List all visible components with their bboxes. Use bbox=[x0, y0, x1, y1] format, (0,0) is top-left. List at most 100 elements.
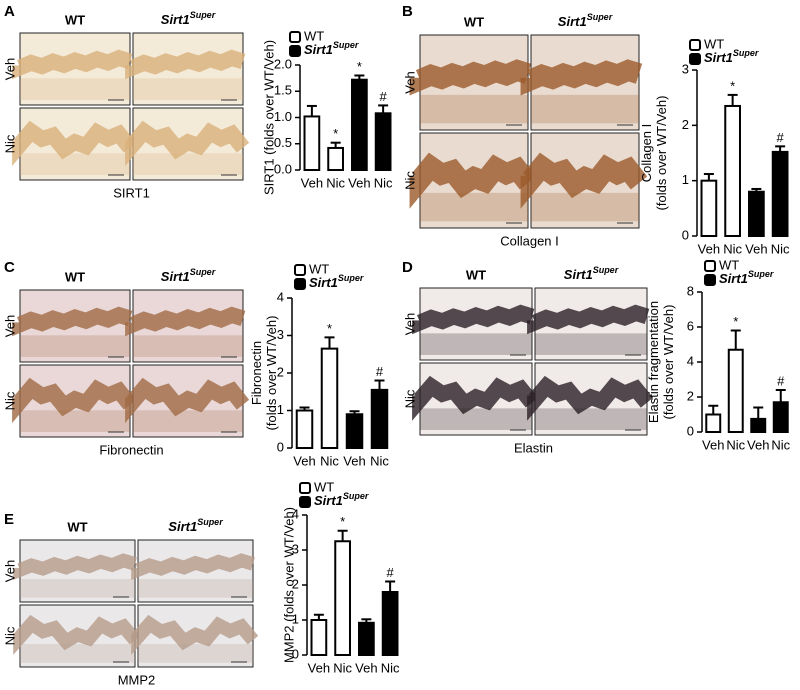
column-label: WT bbox=[65, 12, 85, 27]
row-label: Nic bbox=[402, 171, 417, 190]
legend-label-superscript: Super bbox=[733, 48, 759, 58]
y-tick-label: 0 bbox=[277, 439, 284, 454]
lumen-stain bbox=[133, 78, 243, 100]
lumen-stain bbox=[133, 410, 243, 432]
bar bbox=[320, 347, 339, 449]
bar bbox=[748, 190, 765, 238]
tissue-layer bbox=[412, 304, 535, 335]
bar bbox=[705, 413, 722, 433]
significance-mark: # bbox=[380, 89, 388, 104]
lumen-stain bbox=[535, 408, 647, 430]
legend-label-superscript: Super bbox=[333, 40, 359, 50]
lumen-stain bbox=[420, 94, 528, 124]
legend-label-superscript: Super bbox=[748, 269, 774, 279]
legend-label-base: Sirt1 bbox=[309, 275, 338, 290]
legend-label: Sirt1Super bbox=[704, 48, 759, 65]
x-tick-label: Veh bbox=[698, 241, 720, 256]
column-label: Sirt1Super bbox=[558, 12, 613, 29]
legend-label: Sirt1Super bbox=[314, 491, 369, 508]
x-tick-label: Nic bbox=[333, 660, 352, 675]
column-label-superscript: Super bbox=[197, 517, 223, 527]
legend-swatch bbox=[289, 31, 301, 43]
tissue-layer bbox=[125, 120, 250, 167]
column-label-base: Sirt1 bbox=[168, 519, 197, 534]
y-axis-label: (folds over WT/Veh) bbox=[661, 305, 676, 420]
lumen-stain bbox=[20, 78, 130, 100]
y-axis-label: (folds over WT/Veh) bbox=[264, 316, 279, 431]
x-tick-label: Veh bbox=[745, 241, 767, 256]
tissue-layer bbox=[412, 375, 539, 421]
bar bbox=[381, 591, 399, 656]
x-tick-label: Veh bbox=[702, 437, 724, 452]
y-tick-label: 4 bbox=[277, 289, 284, 304]
lumen-stain bbox=[20, 410, 130, 432]
lumen-stain bbox=[20, 153, 130, 175]
column-label-superscript: Super bbox=[593, 265, 619, 275]
column-label: Sirt1Super bbox=[564, 265, 619, 282]
column-label: Sirt1Super bbox=[168, 517, 223, 534]
legend-swatch bbox=[294, 278, 306, 290]
y-axis-label: (folds over WT/Veh) bbox=[654, 96, 669, 211]
bar bbox=[772, 401, 789, 433]
y-tick-label: 2 bbox=[292, 576, 299, 591]
legend-swatch bbox=[689, 53, 701, 65]
legend-swatch bbox=[294, 264, 306, 276]
tissue-layer bbox=[12, 49, 133, 80]
tissue-layer bbox=[527, 304, 650, 335]
significance-mark: # bbox=[777, 130, 785, 145]
significance-mark: * bbox=[733, 314, 738, 329]
row-label: Nic bbox=[402, 389, 417, 408]
bar bbox=[700, 179, 718, 238]
legend-label-base: Sirt1 bbox=[704, 50, 733, 65]
x-tick-label: Veh bbox=[293, 453, 315, 468]
column-label: Sirt1Super bbox=[161, 267, 216, 284]
legend-label-base: Sirt1 bbox=[719, 271, 748, 286]
y-tick-label: 3 bbox=[292, 541, 299, 556]
y-tick-label: 0 bbox=[682, 227, 689, 242]
lumen-stain bbox=[535, 333, 647, 355]
x-tick-label: Nic bbox=[374, 175, 393, 190]
row-label: Nic bbox=[2, 391, 17, 410]
x-tick-label: Nic bbox=[370, 453, 389, 468]
panel-letter: E bbox=[4, 511, 14, 528]
y-axis-label: SIRT1 (folds over WT/Veh) bbox=[261, 40, 276, 195]
column-label-base: Sirt1 bbox=[558, 14, 587, 29]
legend-label-superscript: Super bbox=[338, 273, 364, 283]
stain-label: MMP2 bbox=[118, 672, 156, 687]
significance-mark: * bbox=[340, 514, 345, 529]
bar bbox=[303, 115, 321, 171]
x-tick-label: Veh bbox=[301, 175, 323, 190]
legend-label-base: Sirt1 bbox=[304, 42, 333, 57]
panel-letter: A bbox=[4, 3, 15, 20]
x-tick-label: Nic bbox=[723, 241, 742, 256]
legend-label: WT bbox=[304, 28, 324, 43]
x-tick-label: Nic bbox=[771, 437, 790, 452]
stain-label: Elastin bbox=[514, 440, 553, 455]
column-label: WT bbox=[464, 14, 484, 29]
lumen-stain bbox=[20, 335, 130, 357]
lumen-stain bbox=[531, 94, 639, 124]
column-label-base: Sirt1 bbox=[161, 269, 190, 284]
y-tick-label: 4 bbox=[292, 506, 299, 521]
legend-label: WT bbox=[309, 261, 329, 276]
lumen-stain bbox=[420, 408, 532, 430]
column-label-base: Sirt1 bbox=[161, 12, 190, 27]
y-tick-label: 3 bbox=[277, 327, 284, 342]
bar bbox=[358, 621, 375, 656]
legend-label: Sirt1Super bbox=[309, 273, 364, 290]
tissue-layer bbox=[131, 614, 259, 655]
legend-swatch bbox=[299, 482, 311, 494]
significance-mark: * bbox=[357, 59, 362, 74]
stain-label: Collagen I bbox=[500, 233, 559, 248]
panel-letter: C bbox=[4, 259, 15, 276]
tissue-layer bbox=[12, 120, 137, 167]
tissue-layer bbox=[409, 59, 532, 96]
lumen-stain bbox=[138, 579, 253, 598]
bar bbox=[370, 388, 389, 449]
column-label-superscript: Super bbox=[190, 10, 216, 20]
tissue-layer bbox=[527, 375, 654, 421]
y-tick-label: 0.5 bbox=[274, 135, 292, 150]
column-label: WT bbox=[65, 269, 85, 284]
x-tick-label: Veh bbox=[348, 175, 370, 190]
significance-mark: # bbox=[376, 364, 384, 379]
